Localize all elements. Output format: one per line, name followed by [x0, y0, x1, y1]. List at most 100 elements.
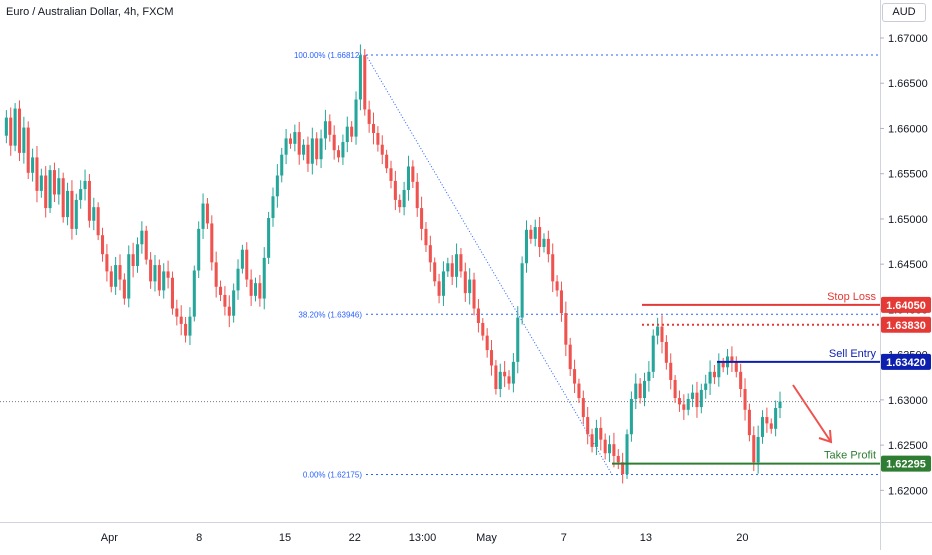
candle[interactable]	[323, 109, 327, 150]
candle[interactable]	[616, 449, 620, 470]
candle[interactable]	[642, 372, 647, 407]
candle[interactable]	[555, 275, 559, 297]
candle[interactable]	[306, 136, 310, 172]
candle[interactable]	[118, 254, 122, 291]
candle[interactable]	[774, 400, 778, 437]
candle[interactable]	[389, 160, 393, 189]
candles-layer[interactable]	[4, 44, 782, 484]
candle[interactable]	[245, 242, 249, 288]
candle[interactable]	[734, 356, 738, 378]
candle[interactable]	[262, 247, 266, 310]
candle[interactable]	[629, 391, 633, 442]
candle[interactable]	[175, 299, 179, 326]
candle[interactable]	[428, 235, 432, 272]
candle[interactable]	[568, 337, 572, 376]
candle[interactable]	[35, 146, 39, 203]
candle[interactable]	[350, 121, 354, 143]
candle[interactable]	[26, 121, 30, 179]
candle[interactable]	[402, 181, 406, 216]
candle[interactable]	[179, 305, 183, 336]
candle[interactable]	[319, 129, 323, 169]
candle[interactable]	[411, 160, 415, 189]
candle[interactable]	[708, 360, 712, 395]
candle[interactable]	[131, 242, 135, 278]
candle[interactable]	[455, 243, 459, 288]
candle[interactable]	[166, 260, 170, 289]
candle[interactable]	[437, 273, 441, 304]
candle[interactable]	[743, 378, 747, 421]
candle[interactable]	[149, 252, 153, 289]
candle[interactable]	[542, 233, 546, 253]
candle[interactable]	[769, 418, 773, 434]
candle[interactable]	[433, 257, 437, 287]
candle[interactable]	[533, 219, 537, 247]
candle[interactable]	[184, 317, 188, 343]
candle[interactable]	[48, 165, 52, 213]
candle[interactable]	[691, 384, 695, 408]
candle[interactable]	[730, 346, 734, 372]
candle[interactable]	[682, 394, 686, 420]
candle[interactable]	[498, 363, 502, 398]
candle[interactable]	[446, 257, 450, 277]
candle[interactable]	[524, 220, 529, 273]
candle[interactable]	[17, 100, 22, 162]
candle[interactable]	[122, 273, 126, 305]
candle[interactable]	[293, 124, 297, 152]
candle[interactable]	[114, 256, 118, 295]
candle[interactable]	[271, 187, 275, 227]
candle[interactable]	[638, 378, 642, 404]
candle[interactable]	[345, 116, 349, 153]
candle[interactable]	[721, 357, 725, 373]
candle[interactable]	[765, 407, 769, 433]
candle[interactable]	[371, 112, 376, 145]
candle[interactable]	[96, 202, 100, 241]
candle[interactable]	[546, 230, 550, 263]
candle[interactable]	[258, 275, 262, 307]
candle[interactable]	[87, 174, 91, 228]
candle[interactable]	[9, 107, 13, 156]
candle[interactable]	[337, 145, 341, 163]
candle[interactable]	[420, 196, 424, 241]
candle[interactable]	[520, 256, 524, 325]
candle[interactable]	[188, 307, 192, 346]
candle[interactable]	[529, 224, 533, 244]
candle[interactable]	[621, 452, 625, 484]
candle[interactable]	[144, 225, 148, 265]
candle[interactable]	[686, 393, 690, 416]
currency-button[interactable]: AUD	[882, 3, 926, 22]
candle[interactable]	[284, 128, 288, 165]
candle[interactable]	[74, 193, 78, 236]
candle[interactable]	[590, 428, 594, 453]
candle[interactable]	[367, 100, 371, 133]
candle[interactable]	[695, 381, 699, 418]
candle[interactable]	[538, 216, 542, 258]
candle[interactable]	[79, 180, 83, 209]
candle[interactable]	[564, 301, 568, 357]
candle[interactable]	[472, 272, 476, 316]
candle[interactable]	[494, 359, 498, 395]
candle[interactable]	[205, 198, 209, 229]
candle[interactable]	[476, 299, 480, 333]
candle[interactable]	[712, 364, 716, 385]
candle[interactable]	[573, 359, 577, 394]
candle[interactable]	[503, 361, 507, 388]
candle[interactable]	[162, 263, 166, 299]
candle[interactable]	[415, 173, 419, 217]
candle[interactable]	[201, 193, 205, 239]
candle[interactable]	[393, 170, 397, 211]
candle[interactable]	[625, 429, 629, 479]
candle[interactable]	[223, 286, 227, 316]
candle[interactable]	[664, 335, 668, 370]
candle[interactable]	[140, 221, 144, 254]
candle[interactable]	[70, 180, 74, 240]
candle[interactable]	[717, 353, 721, 387]
candle[interactable]	[332, 125, 336, 160]
candle[interactable]	[153, 254, 157, 292]
candle[interactable]	[22, 116, 26, 164]
candle[interactable]	[275, 164, 279, 208]
candle[interactable]	[280, 147, 284, 183]
candle[interactable]	[358, 44, 362, 111]
candle[interactable]	[398, 194, 402, 213]
candle[interactable]	[459, 248, 463, 278]
